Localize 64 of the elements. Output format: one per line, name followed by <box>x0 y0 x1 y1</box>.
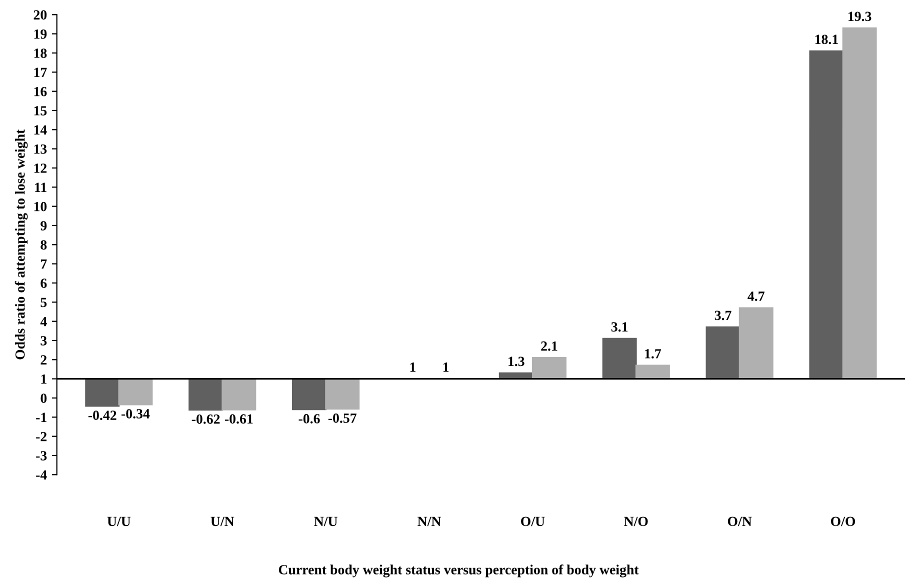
bar <box>188 378 224 411</box>
y-tick-label: 19 <box>34 29 47 39</box>
bar <box>325 378 360 410</box>
y-tick-label: 7 <box>40 260 47 269</box>
data-label: 3.7 <box>714 310 732 320</box>
data-label: 18.1 <box>815 34 838 44</box>
bar <box>842 27 877 380</box>
bar <box>635 364 670 380</box>
data-label: -0.42 <box>88 410 116 420</box>
y-tick-label: 0 <box>40 394 47 403</box>
data-label: 1.3 <box>508 356 524 366</box>
y-tick-label: 5 <box>40 298 47 308</box>
y-axis-title: Odds ratio of attempting to lose weight <box>14 129 28 360</box>
x-axis-title: Current body weight status versus perception of body weight <box>278 564 639 578</box>
y-tick-label: 12 <box>34 164 47 173</box>
x-tick-label: N/U <box>314 516 338 526</box>
data-label: 19.3 <box>848 12 872 22</box>
y-tick-label: 14 <box>34 125 47 134</box>
y-tick-label: 1 <box>41 374 46 384</box>
data-label: -0.57 <box>328 413 356 423</box>
data-label: 2.1 <box>541 341 558 351</box>
bar <box>738 307 774 380</box>
y-tick-label: 13 <box>34 144 47 154</box>
x-tick-label: U/U <box>107 516 131 526</box>
y-tick-label: -4 <box>36 470 47 480</box>
bar <box>809 50 844 380</box>
y-tick-label: 17 <box>34 68 47 77</box>
y-tick-label: 16 <box>34 86 47 96</box>
data-label: 1 <box>410 362 416 372</box>
x-tick-label: O/U <box>521 516 545 526</box>
bar <box>532 357 566 380</box>
x-tick-label: N/O <box>624 516 648 526</box>
y-tick-label: 15 <box>34 106 47 116</box>
data-label: 1 <box>443 362 449 372</box>
y-tick-label: 10 <box>34 202 47 212</box>
y-tick-label: 6 <box>40 278 47 288</box>
y-tick-label: 11 <box>35 182 46 192</box>
data-label: 1.7 <box>645 349 662 358</box>
x-tick-label: O/O <box>830 516 856 526</box>
y-tick-label: 18 <box>34 48 47 58</box>
bar <box>118 378 153 406</box>
data-label: -0.62 <box>192 414 220 424</box>
y-tick-label: 4 <box>40 317 47 326</box>
y-tick-label: 9 <box>40 221 47 230</box>
data-label: 3.1 <box>611 322 628 332</box>
bar <box>292 378 326 410</box>
y-tick-label: 20 <box>34 10 47 20</box>
x-tick-label: U/N <box>210 516 234 526</box>
x-tick-label: O/N <box>728 516 752 526</box>
data-label: 4.7 <box>748 292 764 301</box>
y-tick-label: 2 <box>40 355 47 364</box>
data-label: -0.61 <box>224 414 253 424</box>
y-tick-label: -1 <box>36 412 46 422</box>
bar <box>85 378 120 407</box>
bar <box>706 326 740 380</box>
x-tick-label: N/N <box>418 516 442 526</box>
bar <box>222 378 256 410</box>
bar <box>602 338 637 380</box>
y-tick-label: -3 <box>36 451 47 460</box>
data-label: -0.6 <box>298 414 320 424</box>
y-tick-label: 3 <box>40 336 47 346</box>
y-tick-label: -2 <box>36 432 47 442</box>
y-tick-label: 8 <box>40 240 47 250</box>
data-label: -0.34 <box>122 409 150 419</box>
